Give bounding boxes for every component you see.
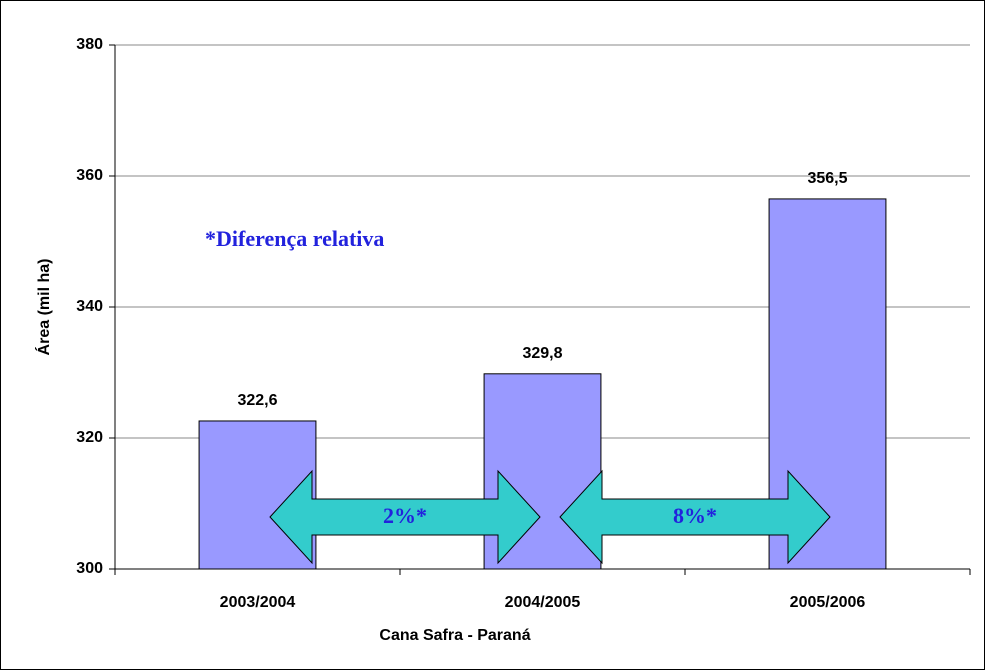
y-axis-label: Área (mil ha) xyxy=(34,259,53,356)
value-label: 356,5 xyxy=(807,170,847,187)
y-tick-label: 360 xyxy=(76,167,103,184)
x-tick-label: 2003/2004 xyxy=(220,594,296,611)
y-tick-label: 320 xyxy=(76,429,103,446)
annotation: 2%* xyxy=(383,503,427,528)
y-tick-label: 340 xyxy=(76,298,103,315)
y-tick-label: 300 xyxy=(76,560,103,577)
value-label: 329,8 xyxy=(522,345,562,362)
double-arrow xyxy=(269,469,541,565)
x-tick-label: 2004/2005 xyxy=(505,594,581,611)
value-label: 322,6 xyxy=(237,392,277,409)
annotation: 8%* xyxy=(673,503,717,528)
x-tick-label: 2005/2006 xyxy=(790,594,866,611)
x-axis-label: Cana Safra - Paraná xyxy=(379,627,530,644)
y-tick-label: 380 xyxy=(76,36,103,53)
annotation: *Diferença relativa xyxy=(205,226,384,251)
double-arrow xyxy=(559,469,831,565)
